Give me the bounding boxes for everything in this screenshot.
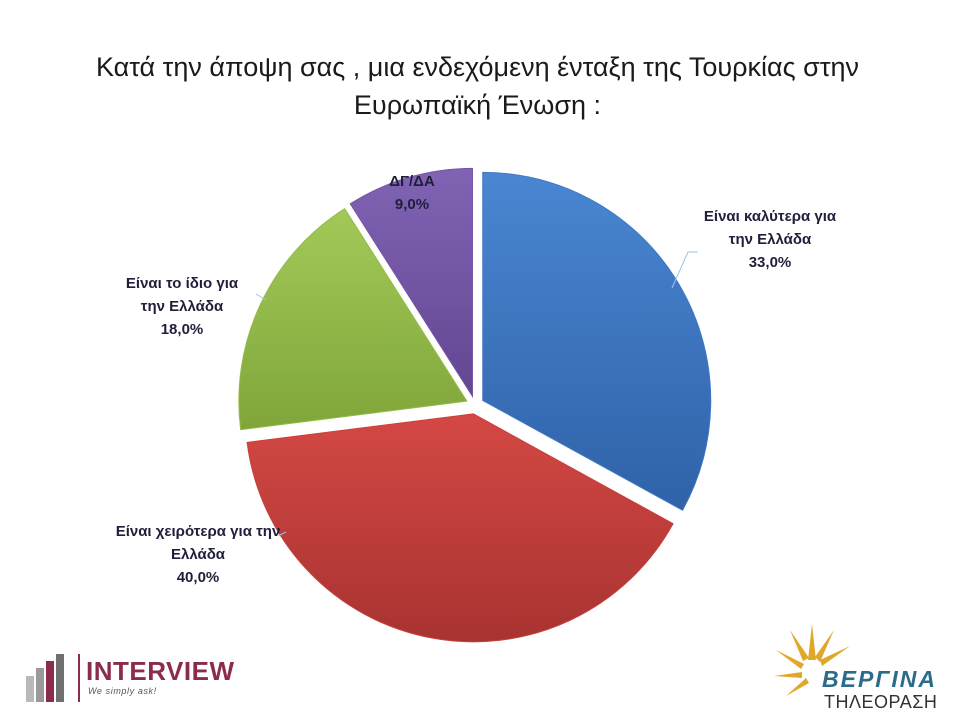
slice-label-same-line-2: την Ελλάδα bbox=[140, 298, 224, 315]
vergina-logo-subtitle: ΤΗΛΕΟΡΑΣΗ bbox=[824, 692, 938, 712]
slice-label-dkna-line-1: ΔΓ/ΔΑ bbox=[389, 173, 435, 190]
slice-label-same-line-1: Είναι το ίδιο για bbox=[125, 275, 239, 292]
slice-same bbox=[238, 207, 468, 431]
interview-bars-icon bbox=[26, 654, 64, 702]
slice-better bbox=[482, 171, 712, 511]
slice-value-dkna: 9,0% bbox=[394, 196, 430, 213]
slice-worse bbox=[246, 413, 674, 643]
vergina-logo-name: ΒΕΡΓΙΝΑ bbox=[822, 666, 937, 692]
slice-value-better: 33,0% bbox=[748, 254, 792, 271]
slice-dkna bbox=[349, 167, 473, 399]
interview-logo-name: INTERVIEW bbox=[86, 656, 235, 686]
chart-title-line-1: Κατά την άποψη σας , μια ενδεχόμενη έντα… bbox=[95, 52, 859, 82]
leader-line-same bbox=[255, 293, 267, 301]
slice-label-worse: Είναι χειρότερα για την Ελλάδα 40,0% bbox=[88, 520, 308, 589]
interview-logo: INTERVIEW We simply ask! bbox=[24, 652, 244, 708]
slice-value-worse: 40,0% bbox=[176, 569, 220, 586]
chart-title: Κατά την άποψη σας , μια ενδεχόμενη έντα… bbox=[0, 48, 955, 124]
slice-label-better: Είναι καλύτερα για την Ελλάδα 33,0% bbox=[680, 205, 860, 274]
slice-label-same: Είναι το ίδιο για την Ελλάδα 18,0% bbox=[102, 272, 262, 341]
slice-label-better-line-1: Είναι καλύτερα για bbox=[703, 208, 837, 225]
chart-title-line-2: Ευρωπαϊκή Ένωση : bbox=[353, 90, 602, 120]
interview-divider bbox=[78, 654, 80, 702]
slice-label-better-line-2: την Ελλάδα bbox=[728, 231, 812, 248]
leader-line-better bbox=[671, 251, 698, 289]
slice-label-dkna: ΔΓ/ΔΑ 9,0% bbox=[372, 170, 452, 216]
vergina-logo: ΒΕΡΓΙΝΑ ΤΗΛΕΟΡΑΣΗ bbox=[772, 620, 952, 715]
slice-label-worse-line-2: Ελλάδα bbox=[170, 546, 226, 563]
vergina-sun-icon bbox=[774, 624, 850, 696]
interview-logo-tagline: We simply ask! bbox=[88, 686, 157, 696]
slice-label-worse-line-1: Είναι χειρότερα για την bbox=[115, 523, 281, 540]
leader-line-worse bbox=[277, 531, 287, 537]
slice-value-same: 18,0% bbox=[160, 321, 204, 338]
